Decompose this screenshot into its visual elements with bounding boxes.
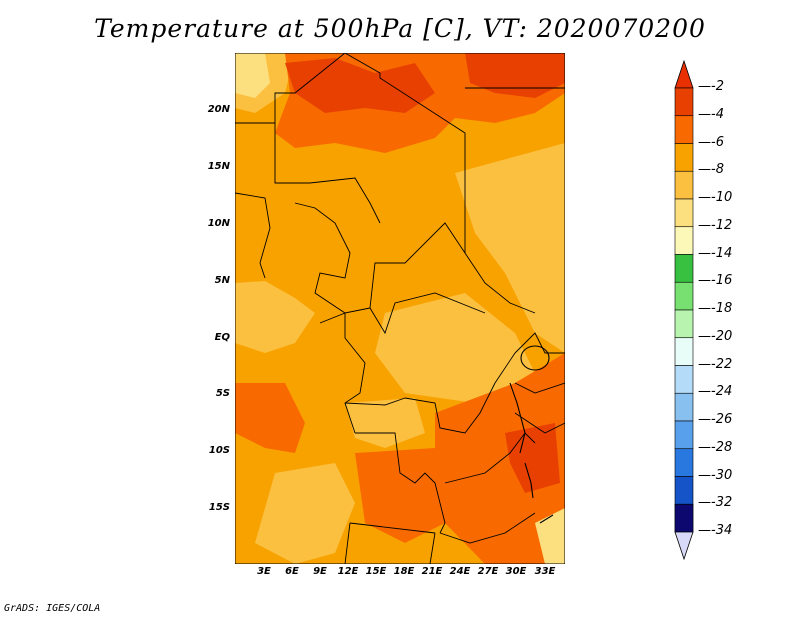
colorbar-label: —-2 <box>698 79 724 94</box>
y-tick-label: 5N <box>214 275 230 286</box>
colorbar-segment <box>674 87 694 117</box>
colorbar-label: —-24 <box>698 384 733 400</box>
field-warm-s <box>355 448 445 543</box>
chart-title: Temperature at 500hPa [C], VT: 202007020… <box>94 14 706 43</box>
colorbar-label: —-6 <box>698 134 724 150</box>
x-tick-label: 24E <box>449 566 471 577</box>
colorbar-label: —-20 <box>698 328 733 344</box>
colorbar-segment <box>674 476 694 505</box>
y-tick-label: 5S <box>215 388 230 399</box>
country-borders <box>235 53 565 564</box>
colorbar-label: —-18 <box>698 301 733 316</box>
x-tick-label: 6E <box>285 566 299 577</box>
colorbar-label: —-30 <box>698 467 733 483</box>
colorbar-segment <box>674 226 694 255</box>
colorbar-segment <box>674 337 694 366</box>
colorbar-label: —-32 <box>698 495 733 511</box>
x-tick-label: 18E <box>393 566 415 577</box>
credit-text: GrADS: IGES/COLA <box>4 603 101 614</box>
field-coolest-nw <box>235 53 270 98</box>
field-cool-center <box>375 293 535 403</box>
colorbar-arrow-top <box>674 60 694 89</box>
map-canvas <box>235 53 565 564</box>
field-cool-w <box>235 281 315 353</box>
colorbar-label: —-22 <box>698 356 733 372</box>
y-tick-label: EQ <box>214 332 230 343</box>
x-tick-label: 27E <box>477 566 499 577</box>
lakes <box>509 345 554 524</box>
field-hot-ne <box>465 53 565 98</box>
x-tick-label: 12E <box>337 566 359 577</box>
colorbar-segment <box>674 254 694 283</box>
colorbar-segment <box>674 143 694 172</box>
y-tick-label: 10N <box>207 218 230 229</box>
field-cool-s <box>255 463 355 564</box>
colorbar-label: —-10 <box>698 190 733 205</box>
x-tick-label: 3E <box>257 566 271 577</box>
y-tick-label: 15S <box>208 502 230 513</box>
colorbar-label: —-8 <box>698 162 724 178</box>
colorbar-segment <box>674 392 694 422</box>
x-tick-label: 30E <box>505 566 527 577</box>
x-tick-label: 33E <box>534 566 556 577</box>
colorbar-segment <box>674 309 694 339</box>
y-tick-label: 20N <box>207 104 230 115</box>
colorbar-segment <box>674 281 694 311</box>
colorbar-arrow-bottom <box>674 531 694 560</box>
colorbar-label: —-28 <box>698 439 733 455</box>
field-warm-se <box>435 353 565 564</box>
field-cool-ne <box>455 143 565 353</box>
y-tick-label: 10S <box>208 445 230 456</box>
colorbar-label: —-14 <box>698 245 733 261</box>
colorbar-label: —-34 <box>698 523 733 538</box>
colorbar-segment <box>674 198 694 228</box>
temperature-map <box>235 53 565 564</box>
colorbar-label: —-12 <box>698 217 733 233</box>
x-tick-label: 21E <box>421 566 443 577</box>
x-tick-label: 9E <box>313 566 327 577</box>
x-tick-label: 15E <box>365 566 387 577</box>
field-warm-w <box>235 383 305 453</box>
colorbar-segment <box>674 365 694 394</box>
colorbar-segment <box>674 503 694 533</box>
field-hot-se <box>505 423 560 493</box>
colorbar-segment <box>674 420 694 450</box>
colorbar-label: —-4 <box>698 106 724 122</box>
colorbar-segment <box>674 448 694 477</box>
colorbar-segment <box>674 115 694 144</box>
y-tick-label: 15N <box>207 161 230 172</box>
field-cool-sw <box>345 398 425 448</box>
colorbar-label: —-26 <box>698 412 733 427</box>
field-hot-n <box>285 58 435 113</box>
colorbar-segment <box>674 170 694 200</box>
colorbar <box>674 60 694 560</box>
colorbar-label: —-16 <box>698 273 733 289</box>
